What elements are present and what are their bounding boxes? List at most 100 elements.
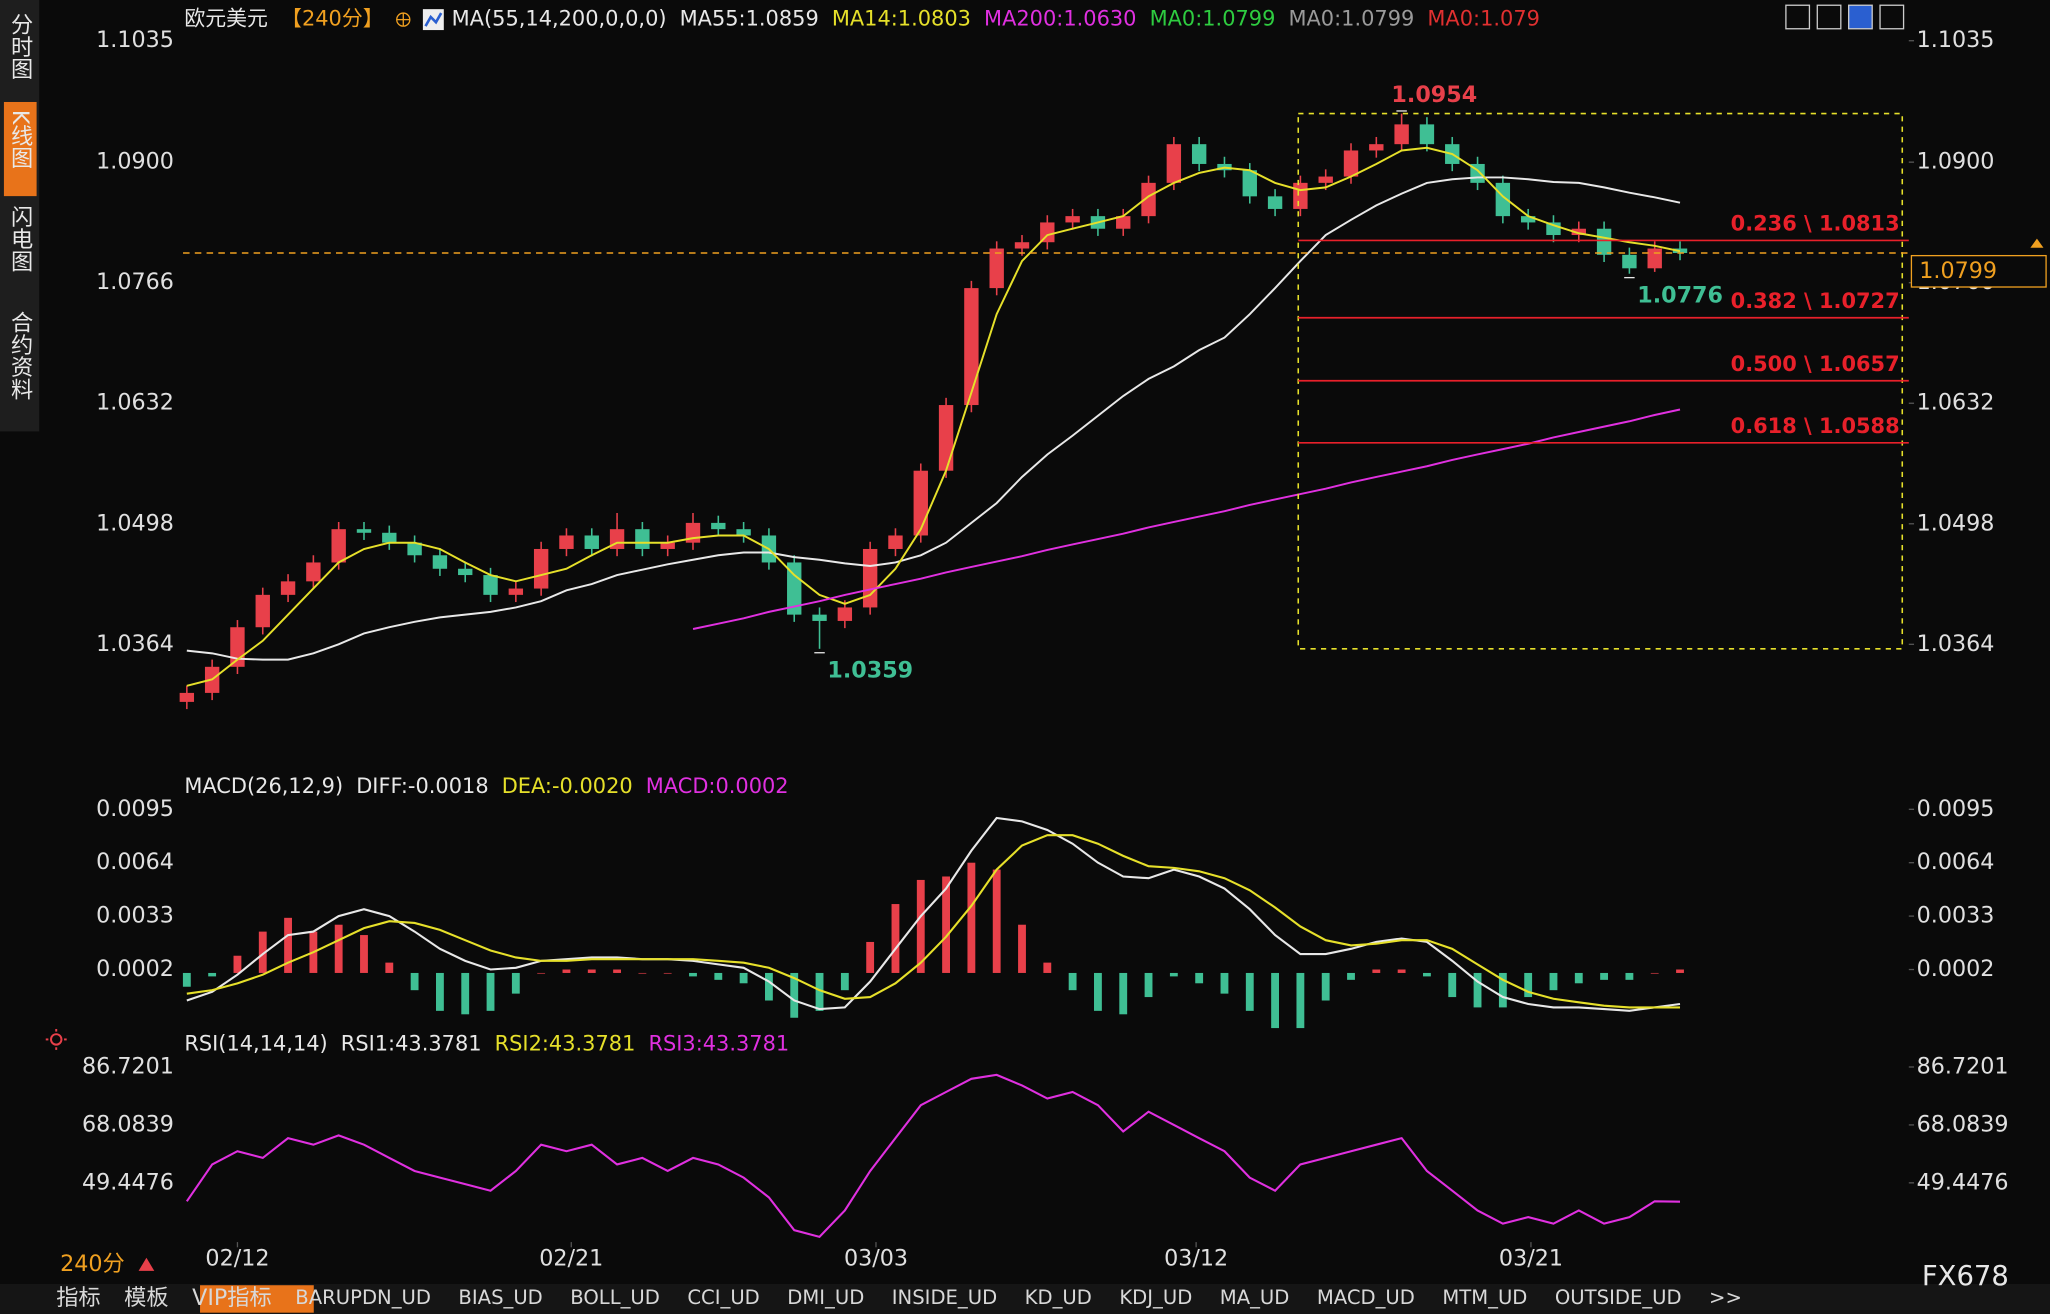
- icon[interactable]: [1785, 4, 1811, 30]
- candle-body: [458, 568, 473, 576]
- y-tick-label-right: 0.0095: [1917, 796, 1995, 822]
- macd-bar: [562, 969, 571, 973]
- macd-bar: [866, 941, 875, 973]
- macd-bar: [1195, 972, 1204, 984]
- candle-body: [736, 529, 751, 536]
- legend-entry: MA0:1.079: [1427, 7, 1540, 31]
- sidebar-item[interactable]: 闪电图: [7, 205, 33, 272]
- macd-bar: [916, 879, 925, 973]
- footer-tab[interactable]: MACD_UD: [1317, 1286, 1415, 1309]
- legend-entry: DIFF:-0.0018: [356, 774, 488, 798]
- macd-bar: [1094, 972, 1102, 1011]
- series-line: [185, 1073, 1681, 1239]
- macd-bar: [258, 931, 267, 973]
- macd-bar: [360, 935, 368, 973]
- icon[interactable]: [1816, 4, 1842, 30]
- series-line: [186, 146, 1681, 687]
- macd-bar: [1043, 962, 1052, 973]
- legend-entry: RSI3:43.3781: [648, 1032, 789, 1056]
- last-price-label: 1.0799: [1919, 258, 1997, 284]
- macd-bar: [208, 972, 217, 977]
- macd-bar: [1347, 972, 1355, 980]
- macd-bar: [1169, 972, 1178, 977]
- footer-tab[interactable]: BARUPDN_UD: [295, 1286, 431, 1309]
- candle-body: [787, 562, 802, 615]
- y-tick-label-right: 68.0839: [1917, 1111, 2009, 1137]
- candle-body: [508, 588, 524, 595]
- sidebar-item[interactable]: K线图: [7, 110, 33, 169]
- candle-body: [913, 470, 928, 536]
- candle-body: [837, 607, 853, 621]
- y-tick-label: 0.0033: [96, 903, 174, 929]
- annotation: 1.0359: [827, 658, 913, 684]
- footer-tab[interactable]: OUTSIDE_UD: [1555, 1286, 1682, 1309]
- candle-body: [1495, 182, 1511, 217]
- sidebar-item[interactable]: 合约资料: [7, 311, 33, 401]
- footer-tab[interactable]: KD_UD: [1025, 1286, 1092, 1309]
- y-tick-label-right: 1.0498: [1917, 510, 1995, 536]
- footer-tab[interactable]: MTM_UD: [1442, 1286, 1527, 1309]
- candle-body: [559, 535, 574, 549]
- candle-body: [483, 575, 498, 595]
- footer-tab[interactable]: >>: [1709, 1286, 1742, 1309]
- macd-bar: [1397, 969, 1406, 973]
- macd-bar: [1271, 972, 1280, 1029]
- candle-body: [1116, 216, 1131, 229]
- candle-body: [1419, 124, 1435, 145]
- candle-body: [1267, 196, 1283, 209]
- indicator-icon: [45, 1028, 67, 1050]
- macd-bar: [385, 962, 394, 973]
- macd-bar: [689, 972, 697, 977]
- fib-label: 0.236 \ 1.0813: [1731, 212, 1900, 236]
- candle-body: [888, 535, 903, 549]
- candle-body: [1191, 144, 1207, 164]
- footer-tab[interactable]: VIP指标: [192, 1285, 272, 1311]
- series-line: [186, 834, 1681, 1009]
- y-tick-label-right: 86.7201: [1917, 1053, 2009, 1079]
- macd-bar: [840, 972, 849, 991]
- y-tick-label: 1.0766: [96, 269, 174, 295]
- macd-bar: [1650, 972, 1659, 974]
- macd-bar: [638, 972, 647, 974]
- fib-label: 0.500 \ 1.0657: [1731, 352, 1900, 376]
- candle-body: [1065, 216, 1080, 223]
- y-tick-label-right: 1.0632: [1917, 390, 1995, 416]
- footer-tab[interactable]: INSIDE_UD: [892, 1286, 997, 1309]
- macd-bar: [1600, 972, 1609, 980]
- footer-tab[interactable]: BIAS_UD: [458, 1286, 542, 1309]
- macd-bar: [410, 972, 419, 991]
- sidebar-item[interactable]: 分时图: [7, 13, 33, 80]
- macd-bar: [992, 869, 1001, 973]
- footer-tab[interactable]: BOLL_UD: [570, 1286, 660, 1309]
- candle-body: [1622, 254, 1637, 269]
- legend-entry: MACD:0.0002: [646, 774, 789, 798]
- candle-body: [432, 555, 448, 569]
- macd-bar: [967, 862, 976, 973]
- candle-body: [938, 405, 954, 471]
- tab-active: [200, 1285, 314, 1313]
- period-arrow[interactable]: [138, 1257, 155, 1271]
- candle-body: [1318, 176, 1333, 183]
- footer-tab[interactable]: KDJ_UD: [1119, 1286, 1192, 1309]
- candle-body: [306, 562, 321, 582]
- macd-bar: [790, 972, 799, 1018]
- candle-body: [255, 594, 270, 628]
- macd-bar: [1321, 972, 1330, 1001]
- footer-tab[interactable]: 模板: [124, 1285, 168, 1311]
- footer-tab[interactable]: CCI_UD: [687, 1286, 759, 1309]
- y-tick-label: 0.0002: [96, 956, 174, 982]
- period-label[interactable]: 240分: [60, 1251, 125, 1277]
- icon[interactable]: [1848, 4, 1873, 30]
- footer-tab[interactable]: DMI_UD: [787, 1286, 864, 1309]
- macd-bar: [1245, 972, 1254, 1011]
- icon[interactable]: [1879, 4, 1905, 30]
- candle-body: [1571, 228, 1586, 236]
- footer-tab[interactable]: 指标: [56, 1285, 100, 1311]
- legend-entry: MA200:1.0630: [984, 7, 1136, 31]
- candle-body: [356, 529, 372, 533]
- y-tick-label-right: 49.4476: [1917, 1169, 2009, 1195]
- y-tick-label: 86.7201: [82, 1053, 174, 1079]
- y-tick-label: 0.0095: [96, 796, 174, 822]
- footer-tab[interactable]: MA_UD: [1220, 1286, 1290, 1309]
